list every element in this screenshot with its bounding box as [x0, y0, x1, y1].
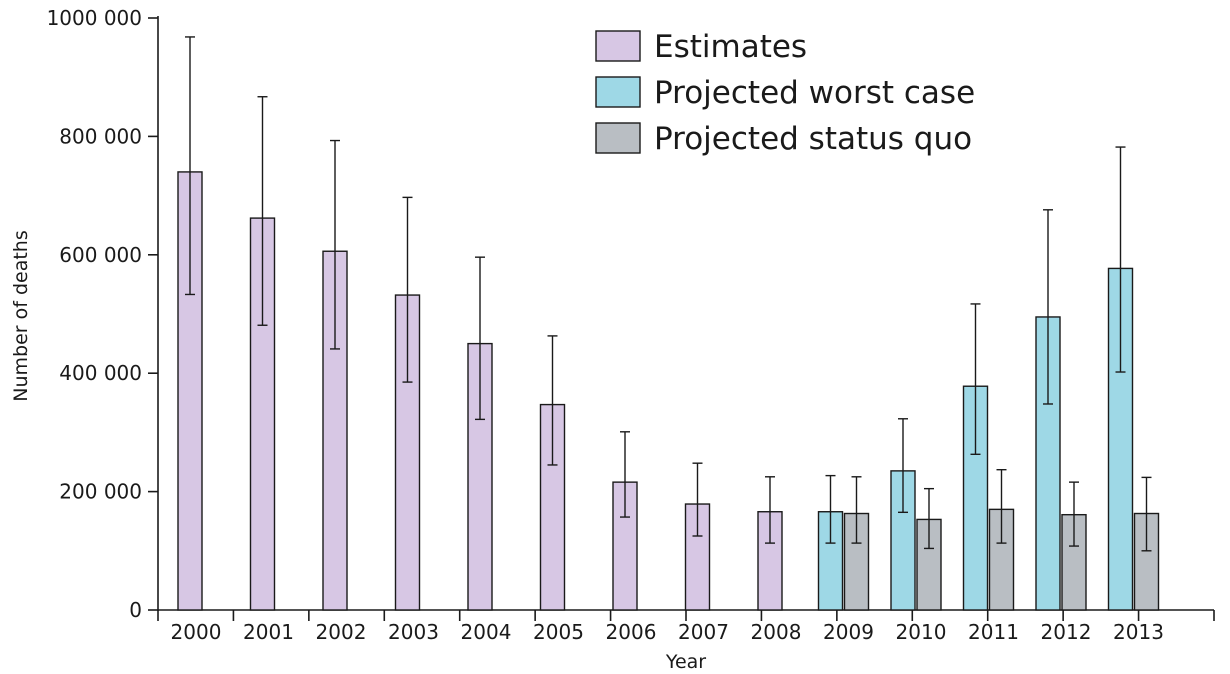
- x-tick-label: 2009: [823, 620, 874, 644]
- y-tick-label: 400 000: [59, 361, 142, 385]
- estimates-bar: [467, 342, 493, 611]
- legend-label: Projected status quo: [654, 121, 972, 157]
- x-tick-label: 2007: [678, 620, 729, 644]
- error-bars: [185, 36, 1152, 552]
- x-tick-label: 2001: [243, 620, 294, 644]
- legend: Estimates Projected worst case Projected s…: [595, 29, 975, 157]
- legend-swatch: [595, 122, 641, 154]
- y-tick-label: 800 000: [59, 124, 142, 148]
- bars: [177, 171, 1160, 611]
- x-tick-label: 2003: [388, 620, 439, 644]
- x-tick-label: 2008: [751, 620, 802, 644]
- y-tick-label: 0: [129, 598, 142, 622]
- x-tick-label: 2002: [316, 620, 367, 644]
- x-axis-title: Year: [665, 651, 706, 673]
- y-axis-title: Number of deaths: [10, 230, 32, 402]
- legend-label: Estimates: [654, 29, 807, 65]
- y-tick-label: 200 000: [59, 480, 142, 504]
- x-tick-label: 2000: [171, 620, 222, 644]
- x-tick-label: 2005: [533, 620, 584, 644]
- y-tick-label: 600 000: [59, 243, 142, 267]
- x-tick-label: 2013: [1113, 620, 1164, 644]
- legend-label: Projected worst case: [654, 75, 975, 111]
- y-tick-label: 1000 000: [47, 6, 142, 30]
- x-tick-label: 2012: [1041, 620, 1092, 644]
- x-tick-label: 2004: [461, 620, 512, 644]
- legend-swatch: [595, 30, 641, 62]
- x-tick-label: 2006: [606, 620, 657, 644]
- estimates-bar: [612, 481, 638, 611]
- x-axis: 2000 2001 2002 2003 2004 2005 2006 2007 2008 2009…: [157, 609, 1215, 644]
- x-tick-label: 2011: [968, 620, 1019, 644]
- y-axis: 0 200 000 400 000 600 000 800 000 1000 000: [47, 6, 159, 622]
- legend-swatch: [595, 76, 641, 108]
- x-tick-label: 2010: [896, 620, 947, 644]
